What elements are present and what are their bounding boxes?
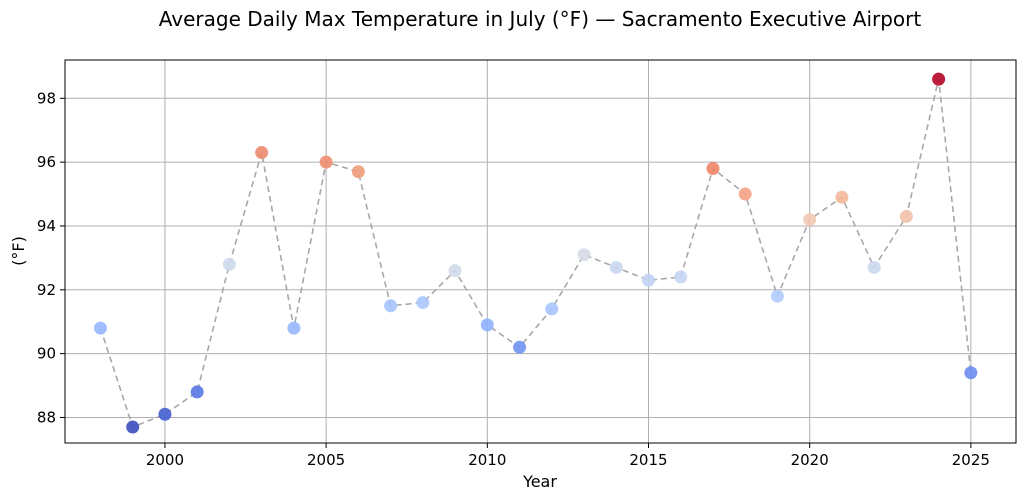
data-points: [93, 72, 978, 434]
data-point-2005: [319, 155, 333, 169]
y-axis-ticks: 88 90 92 94 96 98: [37, 89, 65, 426]
plot-frame: [64, 59, 1017, 444]
x-tick-label: 2010: [468, 451, 506, 469]
data-point-2017: [706, 162, 720, 176]
y-tick-label: 90: [37, 345, 56, 363]
chart-title: Average Daily Max Temperature in July (°…: [159, 7, 922, 31]
data-point-2018: [738, 187, 752, 201]
data-point-2011: [513, 340, 527, 354]
data-point-2010: [480, 318, 494, 332]
y-tick-label: 98: [37, 89, 56, 107]
data-point-2025: [964, 366, 978, 380]
x-tick-label: 2000: [146, 451, 184, 469]
data-point-1998: [93, 321, 107, 335]
data-point-2003: [255, 146, 269, 160]
x-tick-label: 2005: [307, 451, 345, 469]
data-point-2022: [867, 260, 881, 274]
y-tick-label: 96: [37, 153, 56, 171]
x-tick-label: 2015: [629, 451, 667, 469]
series-line-layer: [99, 78, 972, 429]
data-point-2015: [641, 273, 655, 287]
data-point-2008: [416, 296, 430, 310]
data-point-2020: [803, 213, 817, 227]
y-axis-label: (°F): [9, 236, 28, 266]
data-point-2016: [674, 270, 688, 284]
data-point-2001: [190, 385, 204, 399]
y-tick-label: 92: [37, 281, 56, 299]
data-point-2002: [222, 257, 236, 271]
data-point-2023: [899, 209, 913, 223]
data-point-2024: [932, 72, 946, 86]
x-axis-label: Year: [522, 472, 557, 491]
y-tick-label: 88: [37, 408, 56, 426]
data-point-2012: [545, 302, 559, 316]
data-point-1999: [126, 420, 140, 434]
data-point-2014: [609, 260, 623, 274]
data-point-2007: [384, 299, 398, 313]
series-connector-line: [99, 78, 972, 429]
data-point-2013: [577, 248, 591, 262]
grid: [65, 60, 1016, 443]
data-point-2021: [835, 190, 849, 204]
data-point-2009: [448, 264, 462, 278]
data-point-2000: [158, 407, 172, 421]
data-point-2004: [287, 321, 301, 335]
data-point-2019: [770, 289, 784, 303]
x-tick-label: 2020: [791, 451, 829, 469]
x-axis-ticks: 2000 2005 2010 2015 2020 2025: [146, 443, 990, 469]
data-point-2006: [351, 165, 365, 179]
y-tick-label: 94: [37, 217, 56, 235]
x-tick-label: 2025: [952, 451, 990, 469]
